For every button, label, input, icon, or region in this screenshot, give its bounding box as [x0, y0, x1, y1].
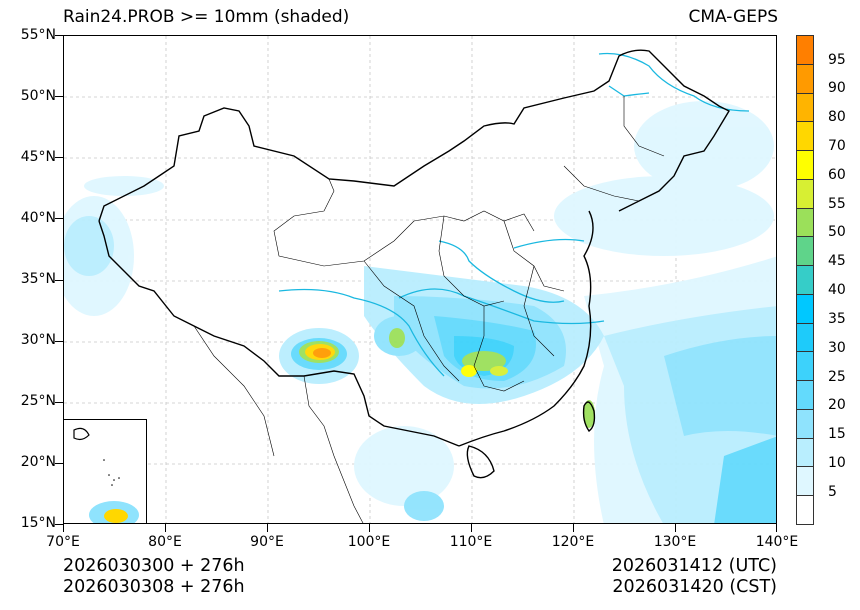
- province-boundaries: [193, 96, 665, 523]
- lat-label-30: 30°N: [20, 332, 56, 348]
- lat-label-20: 20°N: [20, 454, 56, 470]
- colorbar-label: 20: [828, 397, 846, 414]
- lat-label-35: 35°N: [20, 271, 56, 287]
- colorbar-label: 25: [828, 368, 846, 385]
- colorbar-label: 50: [828, 224, 846, 241]
- colorbar-swatch: [797, 93, 813, 123]
- colorbar-label: 80: [828, 109, 846, 126]
- colorbar-swatch: [797, 438, 813, 468]
- init-time-cst: 2026030308 + 276h: [63, 577, 245, 597]
- colorbar-label: 90: [828, 80, 846, 97]
- colorbar-label: 40: [828, 282, 846, 299]
- colorbar-swatch: [797, 381, 813, 410]
- valid-time-utc: 2026031412 (UTC): [611, 556, 777, 576]
- colorbar-swatch: [797, 352, 813, 382]
- colorbar-swatch: [797, 237, 813, 267]
- model-name: CMA-GEPS: [688, 7, 778, 27]
- lat-label-55: 55°N: [20, 27, 56, 43]
- colorbar-swatch: [797, 294, 813, 324]
- colorbar-swatch: [797, 208, 813, 238]
- colorbar-swatch: [797, 151, 813, 180]
- south-china-sea-inset: [64, 419, 147, 523]
- colorbar-label: 15: [828, 426, 846, 443]
- colorbar-swatch: [797, 36, 813, 65]
- colorbar-swatch: [797, 496, 813, 525]
- colorbar-label: 95: [828, 51, 846, 68]
- lat-label-50: 50°N: [20, 88, 56, 104]
- lon-label-100: 100°E: [347, 534, 391, 550]
- lat-label-15: 15°N: [20, 515, 56, 531]
- init-time-block: 2026030300 + 276h 2026030308 + 276h: [63, 556, 245, 598]
- colorbar-swatch: [797, 409, 813, 439]
- lat-label-40: 40°N: [20, 210, 56, 226]
- map-panel: [63, 35, 777, 524]
- colorbar-label: 55: [828, 195, 846, 212]
- lon-label-110: 110°E: [449, 534, 493, 550]
- probability-map: [64, 36, 776, 523]
- colorbar-label: 60: [828, 166, 846, 183]
- lon-label-80: 80°E: [148, 534, 182, 550]
- colorbar-swatch: [797, 467, 813, 497]
- lon-label-70: 70°E: [46, 534, 80, 550]
- lon-label-140: 140°E: [755, 534, 799, 550]
- colorbar-label: 30: [828, 339, 846, 356]
- lon-label-130: 130°E: [653, 534, 697, 550]
- lon-label-90: 90°E: [250, 534, 284, 550]
- colorbar-swatch: [797, 64, 813, 94]
- colorbar-label: 10: [828, 455, 846, 472]
- colorbar-swatch: [797, 266, 813, 295]
- country-boundaries: [98, 49, 730, 479]
- colorbar-label: 70: [828, 137, 846, 154]
- rivers: [278, 52, 750, 377]
- colorbar-swatch: [797, 179, 813, 209]
- colorbar-swatch: [797, 323, 813, 353]
- valid-time-cst: 2026031420 (CST): [612, 577, 777, 597]
- chart-title: Rain24.PROB >= 10mm (shaded): [63, 7, 350, 27]
- colorbar-swatch: [797, 122, 813, 152]
- colorbar-label: 45: [828, 253, 846, 270]
- valid-time-block: 2026031412 (UTC) 2026031420 (CST): [612, 556, 777, 598]
- lon-label-120: 120°E: [551, 534, 595, 550]
- colorbar-label: 5: [828, 483, 837, 500]
- init-time-utc: 2026030300 + 276h: [63, 556, 245, 576]
- lat-label-45: 45°N: [20, 149, 56, 165]
- colorbar-label: 35: [828, 310, 846, 327]
- shaded-probability: [64, 101, 776, 523]
- lat-label-25: 25°N: [20, 393, 56, 409]
- colorbar: [796, 35, 814, 525]
